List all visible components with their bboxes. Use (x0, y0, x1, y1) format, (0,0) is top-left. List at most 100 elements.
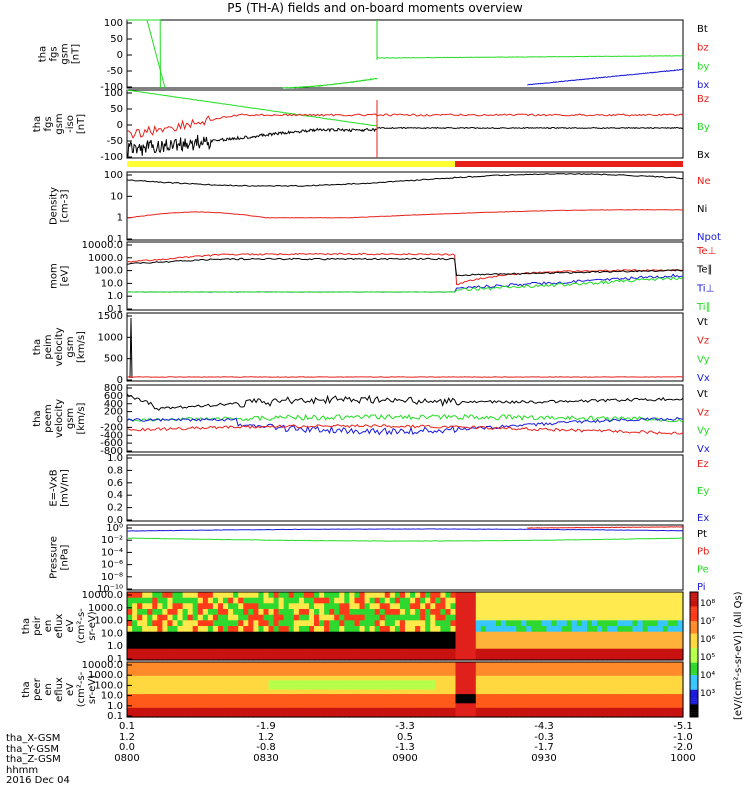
ytick-label: -100 (100, 152, 123, 163)
legend-Vy: Vy (697, 426, 710, 437)
ylabel-line: [nT] (71, 44, 82, 64)
legend-Ey: Ey (697, 486, 709, 497)
ylabel-line: [km/s] (76, 331, 87, 363)
ylabel-line: en (43, 683, 54, 696)
legend-Vt: Vt (697, 389, 708, 400)
x-tick-column: -3.3 0.5 -1.3 0900 (375, 721, 435, 764)
specI-frame (126, 591, 684, 661)
ylabel-line: [km/s] (76, 402, 87, 434)
x-tick-column: 0.1 1.2 0.0 0800 (97, 721, 157, 764)
ytick-label: 10⁻⁴ (101, 547, 123, 558)
legend-Vx: Vx (697, 444, 710, 455)
legend-Pb: Pb (697, 547, 709, 558)
ephemeris-value: -3.3 (395, 721, 415, 732)
ephemeris-value: -0.8 (256, 742, 276, 753)
legend-By: By (697, 122, 710, 133)
ylabel-line: fgs (43, 116, 54, 131)
ytick-label: 0.8 (107, 465, 123, 476)
ytick-label: -50 (107, 136, 123, 147)
ylabel-line: (cm²-s- (76, 608, 87, 644)
ylabel-line: Pressure (49, 536, 60, 579)
legend-Pe: Pe (697, 564, 709, 575)
ytick-label: 50 (110, 104, 123, 115)
legend-Pi: Pi (697, 582, 706, 593)
ytick-label: -800 (100, 446, 123, 457)
ylabel-line: E=-VxB (49, 469, 60, 506)
legend-Npot: Npot (697, 232, 721, 243)
ytick-label: 0.1 (107, 711, 123, 722)
ephemeris-labels: tha_X-GSM tha_Y-GSM tha_Z-GSM hhmm 2016 Dec … (6, 733, 70, 787)
ephemeris-value: 0.0 (119, 742, 135, 753)
series-Vt-spike (129, 317, 133, 379)
panel-density (126, 171, 684, 241)
series-by-recovery (282, 77, 378, 89)
ylabel-line: peir (32, 615, 43, 635)
series-Pb (527, 526, 683, 529)
series-Bx2-late (377, 126, 684, 130)
ylabel-line: gsm (65, 336, 76, 357)
ylabel-line: peim (43, 334, 54, 359)
series-Tipar (127, 276, 684, 293)
ephemeris-value: -1.7 (534, 742, 554, 753)
legend-Vt: Vt (697, 317, 708, 328)
ytick-label: 10⁻² (101, 535, 123, 546)
colorbar-tick: 10⁴ (700, 671, 715, 681)
fgs2-frame (126, 89, 684, 159)
ytick-label: -600 (100, 438, 123, 449)
colorbar-tick: 10⁸ (700, 599, 715, 609)
ephemeris-value: 1.2 (119, 731, 135, 743)
ylabel-line: [mV/m] (60, 469, 71, 507)
x-axis-ticks: 0.1 1.2 0.0 0800 -1.9 1.2 -0.8 0830 -3.3 0.5 -1.3 0… (0, 712, 750, 772)
legend-Ti∥: Ti∥ (696, 302, 711, 313)
series-Ni (126, 209, 683, 219)
ylabel-line: sr-eV) (87, 675, 98, 704)
ytick-label: 100.0 (94, 680, 123, 691)
colorbar-label: [eV/(cm²-s-sr-eV)] (All Qs) (733, 591, 744, 720)
ytick-label: 10.0 (101, 278, 123, 289)
ylabel-line: [nPa] (60, 544, 71, 570)
ytick-label: 10⁻⁶ (101, 560, 123, 571)
legend-Ti⊥: Ti⊥ (696, 283, 714, 294)
ylabel-line: -iso (65, 115, 76, 133)
ephemeris-value: -2.0 (673, 742, 693, 753)
series-by-drop (146, 19, 166, 89)
series-Tepar (126, 257, 684, 277)
ytick-label: 0.1 (107, 304, 123, 315)
ytick-label: 100.0 (94, 266, 123, 277)
ylabel-line: eV (65, 619, 76, 632)
legend-Vz: Vz (697, 336, 709, 347)
ytick-label: 50 (110, 34, 123, 45)
x-tick-column: -5.1 -1.0 -2.0 1000 (653, 721, 713, 764)
series-bx (527, 68, 684, 86)
series-Vt2 (126, 393, 684, 411)
ylabel-line: tha (32, 339, 43, 355)
panel-specE (126, 661, 684, 718)
ephemeris-value: -5.1 (673, 721, 693, 732)
ylabel-line: mom (49, 263, 60, 289)
ytick-label: 0.0 (107, 515, 123, 526)
series-by (127, 19, 161, 89)
series-Vz2 (126, 424, 684, 435)
ylabel-line: velocity (54, 399, 65, 438)
panel-fgs2 (126, 89, 684, 159)
colorbar-tick: 10³ (700, 689, 715, 699)
ylabel-line: gsm (65, 408, 76, 429)
series-Te (126, 252, 684, 285)
ytick-label: 10.0 (101, 691, 123, 702)
ytick-label: 100 (104, 88, 123, 99)
ephemeris-value: -1.0 (673, 731, 693, 743)
legend-Ni: Ni (697, 204, 707, 215)
ephemeris-value: -1.9 (256, 721, 276, 732)
ylabel-line: eflux (54, 614, 65, 639)
legend-Vy: Vy (697, 354, 710, 365)
density-frame (126, 171, 684, 241)
mode-bar (127, 161, 683, 167)
ytick-label: 0 (117, 50, 123, 61)
ylabel-line: gsm (60, 43, 71, 64)
series-By2 (126, 89, 378, 127)
ephemeris-value: -4.3 (534, 721, 554, 732)
ylabel-line: tha (38, 46, 49, 62)
ytick-label: 0.1 (107, 654, 123, 665)
ylabel-line: peem (43, 404, 54, 432)
ylabel-line: peer (32, 677, 43, 701)
